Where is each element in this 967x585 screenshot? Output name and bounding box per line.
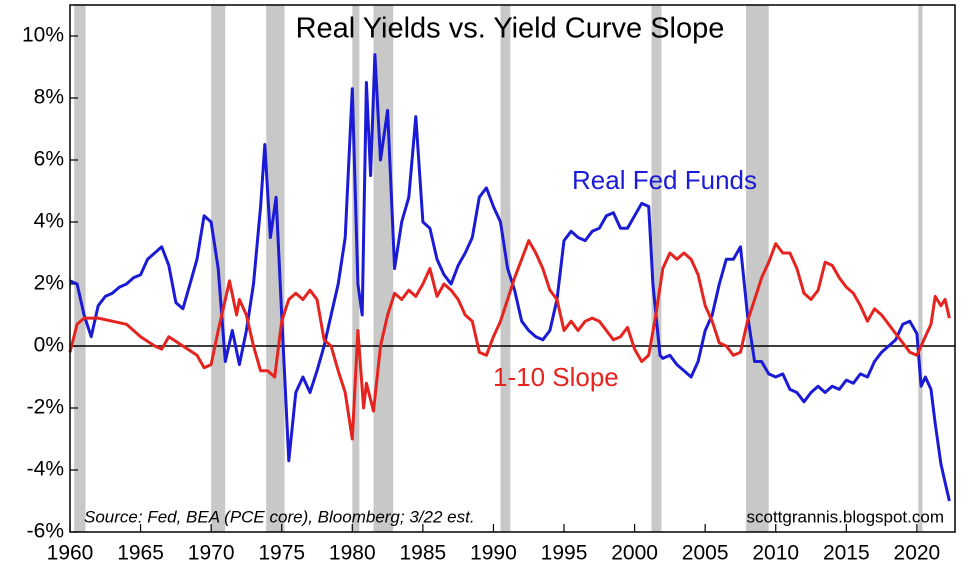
recession-band bbox=[266, 5, 285, 532]
series-line bbox=[68, 239, 951, 441]
recession-band bbox=[74, 5, 86, 532]
series-label: 1-10 Slope bbox=[493, 362, 619, 392]
source-note: Source: Fed, BEA (PCE core), Bloomberg; … bbox=[84, 507, 475, 526]
x-tick-label: 2005 bbox=[682, 542, 729, 565]
recession-band bbox=[918, 5, 923, 532]
recession-band bbox=[500, 5, 511, 532]
chart-title: Real Yields vs. Yield Curve Slope bbox=[296, 13, 725, 45]
series-label: Real Fed Funds bbox=[572, 165, 757, 195]
x-tick-label: 2015 bbox=[823, 542, 870, 565]
y-tick-label: 2% bbox=[34, 272, 64, 295]
series-line bbox=[69, 53, 951, 502]
x-tick-label: 2020 bbox=[894, 542, 941, 565]
recession-band bbox=[651, 5, 662, 532]
x-tick-label: 2010 bbox=[752, 542, 799, 565]
x-tick-label: 1985 bbox=[400, 542, 447, 565]
y-tick-label: -4% bbox=[27, 458, 64, 481]
x-tick-label: 1975 bbox=[258, 542, 305, 565]
y-tick-label: 4% bbox=[34, 210, 64, 233]
x-tick-label: 1965 bbox=[117, 542, 164, 565]
y-tick-label: -2% bbox=[27, 396, 64, 419]
x-tick-label: 1970 bbox=[188, 542, 235, 565]
x-tick-label: 2000 bbox=[611, 542, 658, 565]
recession-band bbox=[746, 5, 769, 532]
y-tick-label: 10% bbox=[22, 24, 64, 47]
y-tick-label: 0% bbox=[34, 334, 64, 357]
y-tick-label: 6% bbox=[34, 148, 64, 171]
plot-frame bbox=[69, 4, 956, 533]
x-tick-label: 1995 bbox=[541, 542, 588, 565]
x-tick-label: 1990 bbox=[470, 542, 517, 565]
credit-note: scottgrannis.blogspot.com bbox=[747, 507, 945, 526]
x-tick-label: 1980 bbox=[329, 542, 376, 565]
y-tick-label: 8% bbox=[34, 86, 64, 109]
x-tick-label: 1960 bbox=[47, 542, 94, 565]
y-tick-label: -6% bbox=[27, 520, 64, 543]
recession-band bbox=[352, 5, 360, 532]
